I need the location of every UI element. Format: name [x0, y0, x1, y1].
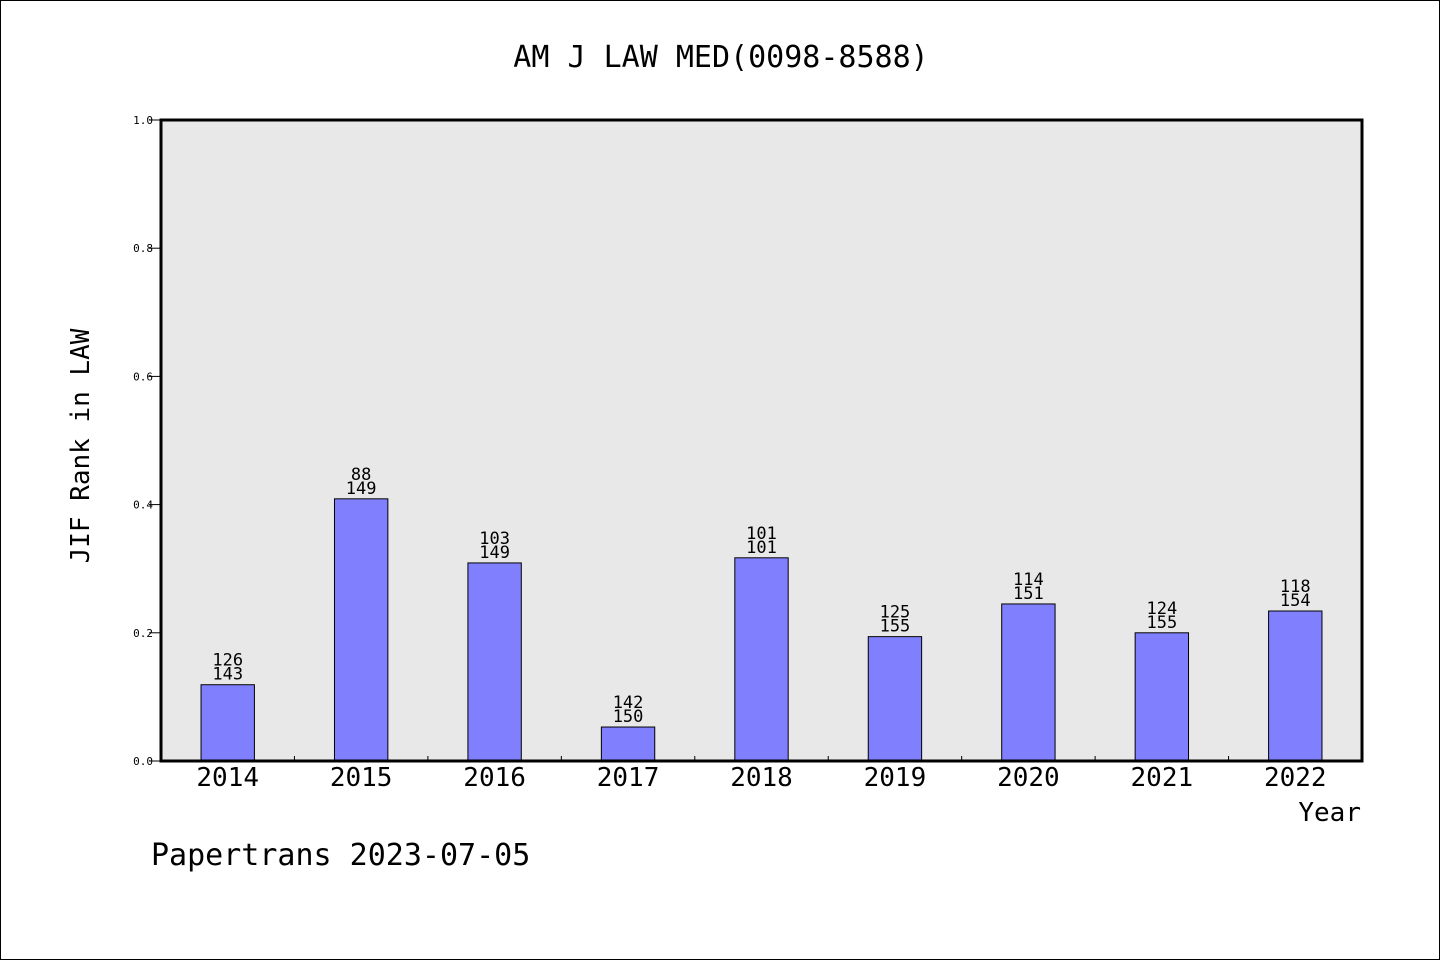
y-tick-label: 0.0: [133, 755, 153, 768]
x-tick-label: 2014: [196, 763, 259, 793]
footer-source-date: Papertrans 2023-07-05: [151, 838, 530, 873]
x-tick-label: 2022: [1264, 763, 1327, 793]
bar-label-total: 155: [1146, 613, 1177, 633]
bar-2014: [200, 684, 255, 762]
bar-2020: [1001, 603, 1056, 762]
bar-label-total: 150: [613, 707, 644, 727]
bar-label-total: 143: [212, 665, 243, 685]
bar-2017: [600, 726, 656, 762]
x-tick-label: 2019: [864, 763, 927, 793]
bar-label-total: 151: [1013, 584, 1044, 604]
x-tick-label: 2021: [1131, 763, 1194, 793]
bar-label-total: 149: [346, 479, 377, 499]
x-tick-label: 2018: [730, 763, 793, 793]
bar-label-rank: 101: [746, 524, 777, 544]
x-axis-label: Year: [1298, 798, 1361, 828]
bar-label-rank: 126: [212, 651, 243, 671]
y-tick-label: 0.6: [133, 370, 153, 383]
bar-label-rank: 125: [880, 603, 911, 623]
bar-labels: 1261438814910314914215010110112515511415…: [212, 465, 1310, 727]
bar-label-total: 101: [746, 538, 777, 558]
y-tick-label: 0.8: [133, 242, 153, 255]
plot-border: [159, 118, 1364, 763]
x-tick-label: 2015: [330, 763, 393, 793]
x-axis: 2014 2015 2016 2017 2018 2019 2020 2021 2022: [196, 756, 1327, 793]
bar-label-rank: 142: [613, 693, 644, 713]
y-axis-label: JIF Rank in LAW: [66, 328, 96, 563]
bar-label-rank: 114: [1013, 570, 1044, 590]
bar-2016: [467, 562, 522, 762]
bar-2022: [1268, 610, 1323, 762]
bar-label-rank: 88: [351, 465, 371, 485]
x-tick-label: 2016: [463, 763, 526, 793]
bar-2021: [1134, 632, 1190, 762]
x-tick-label: 2017: [597, 763, 660, 793]
x-tick-label: 2020: [997, 763, 1060, 793]
bar-2019: [867, 636, 923, 762]
bar-2015: [333, 498, 389, 762]
bar-series: [200, 498, 1323, 762]
bar-label-total: 155: [880, 617, 911, 637]
y-tick-label: 0.2: [133, 627, 153, 640]
bar-label-rank: 103: [479, 529, 510, 549]
bar-label-rank: 118: [1280, 577, 1311, 597]
bar-label-total: 149: [479, 543, 510, 563]
bar-2018: [734, 557, 789, 762]
y-tick-label: 0.4: [133, 499, 153, 512]
y-axis: 0.0 0.2 0.4 0.6 0.8 1.0: [133, 114, 161, 768]
bar-label-rank: 124: [1146, 599, 1177, 619]
bar-label-total: 154: [1280, 591, 1311, 611]
y-tick-label: 1.0: [133, 114, 153, 127]
chart-title: AM J LAW MED(0098-8588): [513, 40, 928, 75]
